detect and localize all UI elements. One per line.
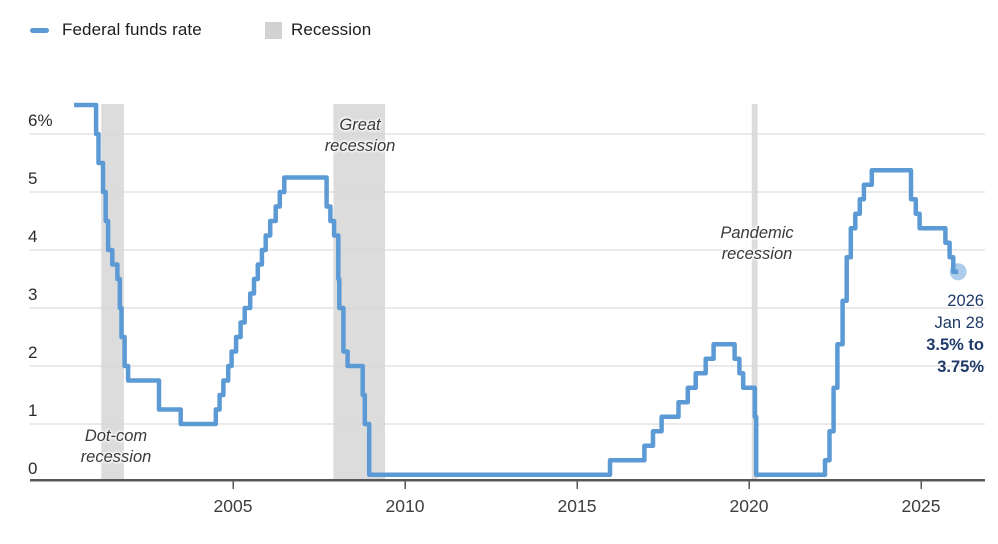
- latest-value-dot: [949, 263, 967, 281]
- legend-item-recession: Recession: [265, 20, 371, 40]
- annotation-line: Great: [339, 116, 381, 134]
- legend-series-label: Federal funds rate: [62, 20, 202, 39]
- fed-funds-rate-line: [74, 102, 959, 478]
- y-tick-label-5: 5: [28, 169, 38, 188]
- annotation-line: Pandemic: [720, 224, 794, 242]
- annotation-great-recession: Great recession: [285, 115, 435, 157]
- annotation-pandemic-recession: Pandemic recession: [682, 223, 832, 265]
- latest-value-range: 3.75%: [937, 358, 984, 376]
- recession-band-pandemic: [751, 104, 758, 481]
- latest-value-date: Jan 28: [934, 314, 984, 332]
- x-tick-label-2015: 2015: [557, 496, 597, 516]
- annotation-line: recession: [721, 245, 793, 263]
- y-tick-label-3: 3: [28, 285, 38, 304]
- recession-swatch-icon: [265, 21, 282, 39]
- annotation-line: recession: [80, 448, 152, 466]
- x-tick-label-2005: 2005: [213, 496, 253, 516]
- annotation-line: Dot-com: [84, 427, 148, 445]
- annotation-dotcom-recession: Dot-com recession: [41, 426, 191, 468]
- y-tick-label-4: 4: [28, 227, 38, 246]
- x-tick-label-2010: 2010: [385, 496, 425, 516]
- x-tick-label-2020: 2020: [729, 496, 769, 516]
- latest-value-date: 2026: [947, 292, 984, 310]
- x-tick-label-2025: 2025: [901, 496, 941, 516]
- legend-item-federal-funds-rate: Federal funds rate: [30, 20, 202, 40]
- recession-band-great: [333, 104, 386, 481]
- legend-recession-label: Recession: [291, 20, 372, 39]
- line-swatch-icon: [30, 27, 49, 33]
- y-tick-label-2: 2: [28, 343, 38, 362]
- latest-value-range: 3.5% to: [926, 336, 984, 354]
- y-tick-label-6: 6%: [28, 111, 53, 130]
- annotation-line: recession: [324, 137, 396, 155]
- latest-value-label: 2026 Jan 28 3.5% to 3.75%: [860, 290, 984, 378]
- y-tick-label-0: 0: [28, 459, 38, 478]
- y-tick-label-1: 1: [28, 401, 38, 420]
